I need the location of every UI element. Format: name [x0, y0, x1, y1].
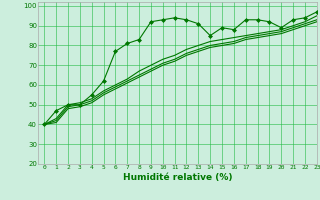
X-axis label: Humidité relative (%): Humidité relative (%) [123, 173, 232, 182]
